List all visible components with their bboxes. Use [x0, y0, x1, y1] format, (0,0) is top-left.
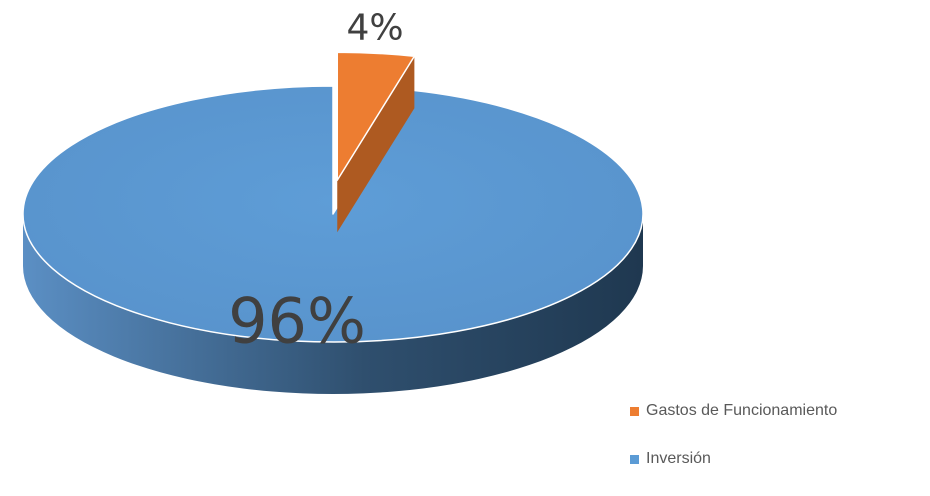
pie-slice-inversion	[22, 85, 644, 343]
pie-chart: 4% 96% Gastos de Funcionamiento Inversió…	[22, 7, 837, 467]
pie-slice-gastos	[336, 51, 416, 182]
data-label-inversion: 96%	[228, 284, 366, 358]
legend-item-inversion: Inversión	[630, 448, 837, 470]
pie-side-inversion	[23, 214, 643, 394]
legend-swatch-gastos	[630, 406, 639, 416]
legend-label-gastos: Gastos de Funcionamiento	[646, 402, 838, 419]
legend-item-gastos: Gastos de Funcionamiento	[630, 400, 837, 422]
pie-chart-svg	[22, 51, 644, 394]
legend-label-inversion: Inversión	[646, 450, 711, 467]
legend: Gastos de Funcionamiento Inversión	[630, 400, 837, 496]
pie-wall-gastos	[337, 56, 415, 233]
legend-swatch-inversion	[630, 454, 639, 464]
data-label-gastos: 4%	[346, 7, 404, 49]
